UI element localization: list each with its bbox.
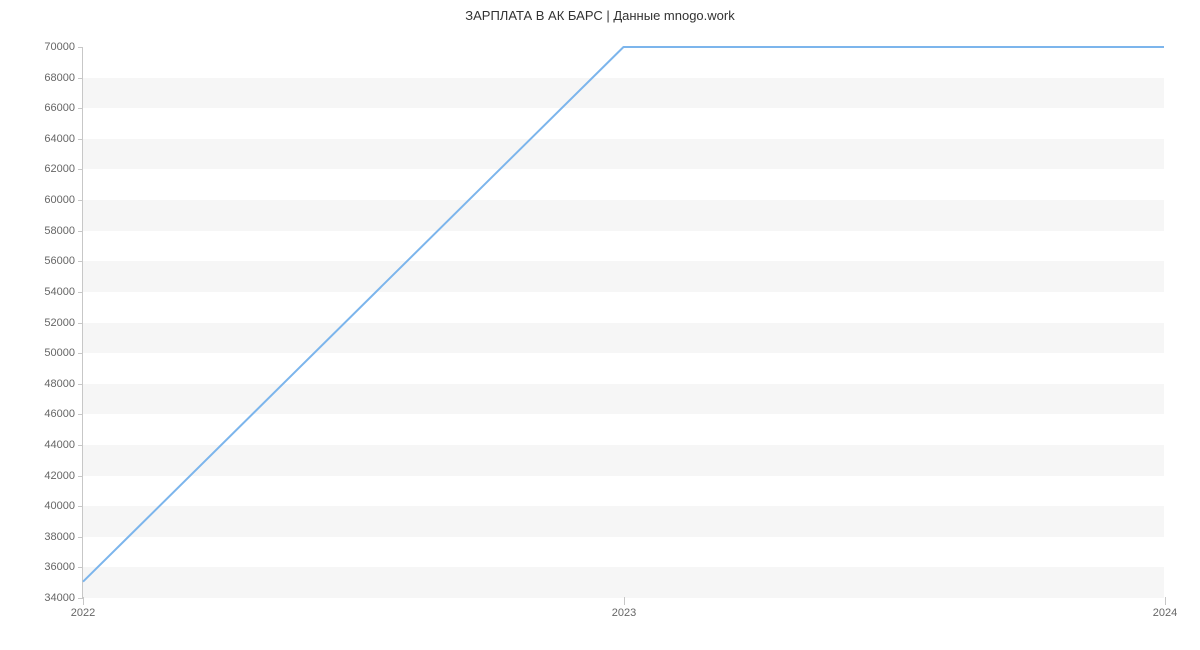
x-tick-label: 2024 <box>1153 607 1177 619</box>
y-tick-mark <box>78 445 83 446</box>
y-tick-label: 44000 <box>44 439 75 451</box>
y-tick-label: 52000 <box>44 317 75 329</box>
y-tick-label: 42000 <box>44 470 75 482</box>
y-tick-label: 66000 <box>44 102 75 114</box>
y-tick-mark <box>78 78 83 79</box>
y-tick-label: 34000 <box>44 592 75 604</box>
salary-line-chart: ЗАРПЛАТА В АК БАРС | Данные mnogo.work 3… <box>0 0 1200 650</box>
x-tick-mark <box>1165 597 1166 605</box>
y-tick-mark <box>78 537 83 538</box>
y-tick-mark <box>78 323 83 324</box>
y-tick-label: 56000 <box>44 255 75 267</box>
y-tick-mark <box>78 414 83 415</box>
y-tick-label: 70000 <box>44 41 75 53</box>
y-tick-mark <box>78 567 83 568</box>
line-series-layer <box>83 47 1164 597</box>
y-tick-label: 54000 <box>44 286 75 298</box>
chart-title: ЗАРПЛАТА В АК БАРС | Данные mnogo.work <box>0 8 1200 23</box>
y-tick-mark <box>78 169 83 170</box>
y-tick-mark <box>78 231 83 232</box>
y-tick-label: 58000 <box>44 225 75 237</box>
x-tick-mark <box>83 597 84 605</box>
y-tick-mark <box>78 292 83 293</box>
y-tick-label: 38000 <box>44 531 75 543</box>
line-series <box>83 47 1164 582</box>
y-tick-mark <box>78 506 83 507</box>
x-tick-label: 2022 <box>71 607 95 619</box>
y-tick-label: 62000 <box>44 163 75 175</box>
y-tick-label: 64000 <box>44 133 75 145</box>
y-tick-mark <box>78 47 83 48</box>
y-tick-mark <box>78 108 83 109</box>
y-tick-mark <box>78 353 83 354</box>
y-tick-mark <box>78 261 83 262</box>
x-tick-mark <box>624 597 625 605</box>
y-tick-mark <box>78 384 83 385</box>
x-tick-label: 2023 <box>612 607 636 619</box>
y-tick-label: 36000 <box>44 561 75 573</box>
y-tick-label: 48000 <box>44 378 75 390</box>
y-tick-label: 68000 <box>44 72 75 84</box>
y-tick-mark <box>78 200 83 201</box>
y-tick-label: 60000 <box>44 194 75 206</box>
plot-area: 3400036000380004000042000440004600048000… <box>82 47 1164 598</box>
y-tick-mark <box>78 139 83 140</box>
y-tick-mark <box>78 476 83 477</box>
y-tick-label: 40000 <box>44 500 75 512</box>
y-tick-label: 50000 <box>44 347 75 359</box>
y-tick-label: 46000 <box>44 408 75 420</box>
